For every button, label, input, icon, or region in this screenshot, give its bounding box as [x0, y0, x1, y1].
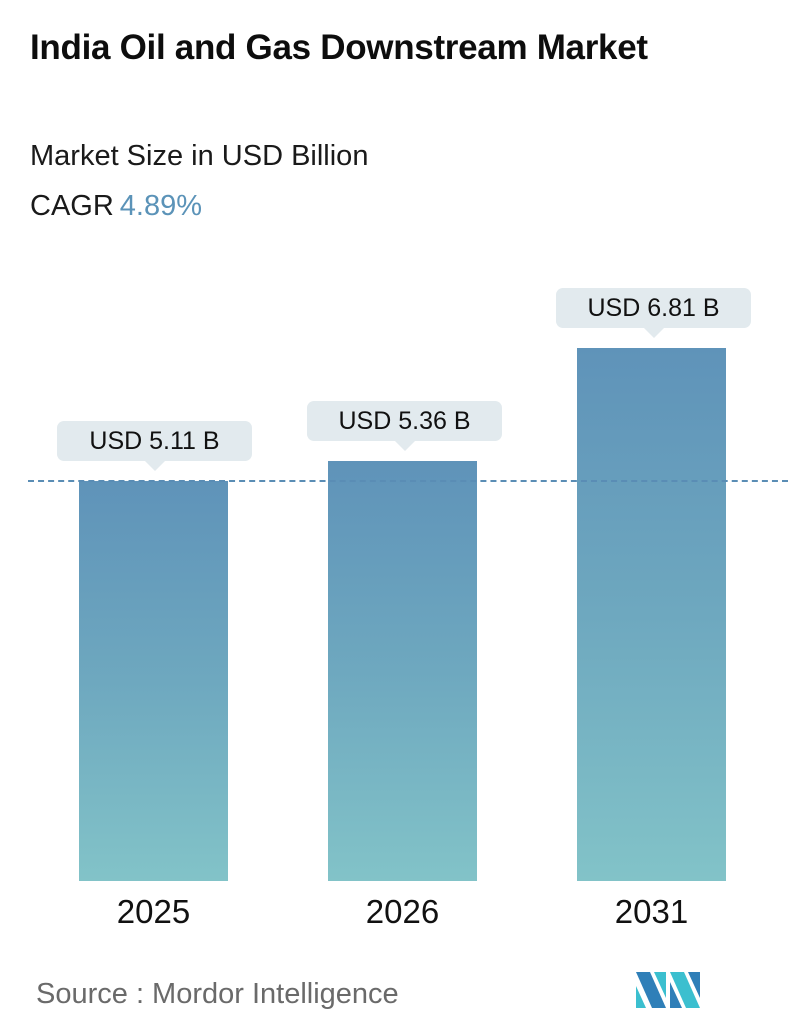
chart-title: India Oil and Gas Downstream Market [30, 28, 648, 67]
bar-2026 [328, 461, 477, 881]
data-label-2026: USD 5.36 B [307, 401, 502, 451]
reference-dashed-line [28, 480, 788, 482]
x-tick-2025: 2025 [116, 893, 191, 930]
cagr-label: CAGR [30, 190, 114, 222]
data-label-2031: USD 6.81 B [556, 288, 751, 338]
cagr-value: 4.89% [119, 190, 203, 222]
bar-2025 [79, 481, 228, 881]
cagr-line: CAGR 4.89% [30, 190, 202, 223]
x-tick-2026: 2026 [365, 893, 440, 930]
mordor-intelligence-logo-icon [636, 972, 700, 1008]
x-tick-2031: 2031 [614, 893, 689, 930]
source-text: Source : Mordor Intelligence [36, 978, 399, 1010]
data-label-2025: USD 5.11 B [57, 421, 252, 471]
bar-2031 [577, 348, 726, 881]
chart-subtitle: Market Size in USD Billion [30, 140, 369, 172]
